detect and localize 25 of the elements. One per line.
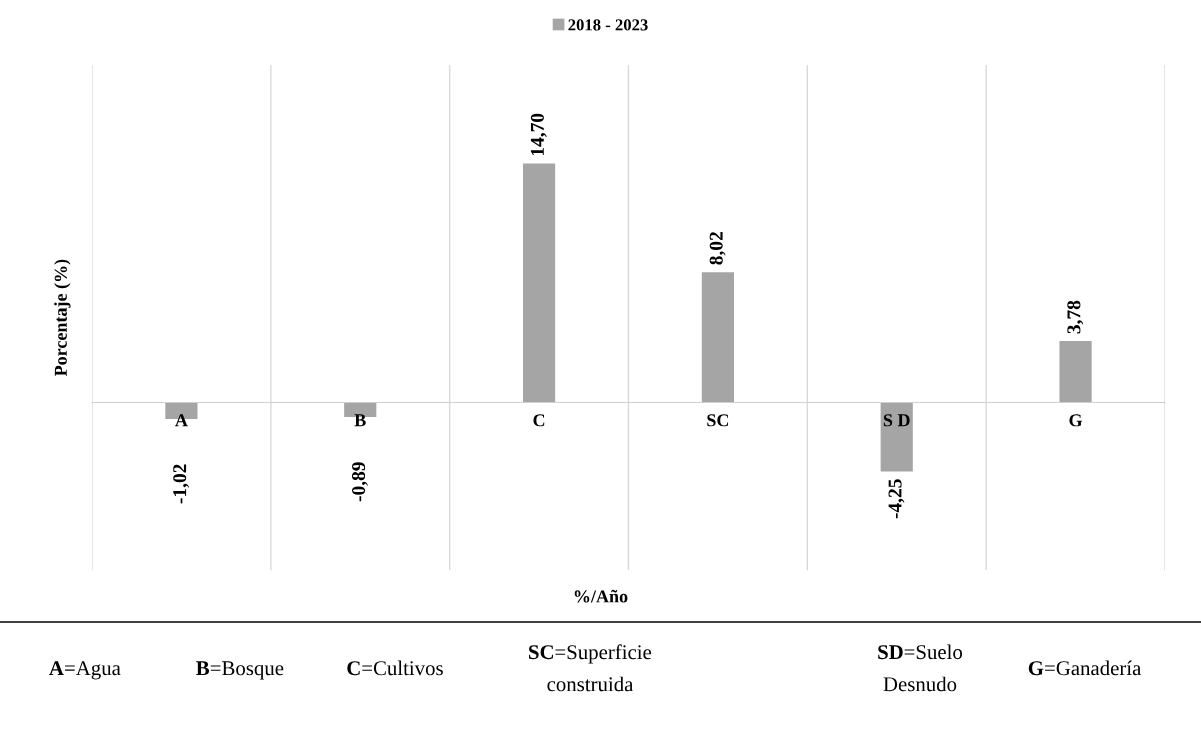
data-label: -4,25 [888,479,905,519]
text: SC=Superficie construida [529,644,652,692]
text: C=Cultivos [347,660,443,676]
bar [522,163,556,403]
text: A=Agua [49,661,121,680]
data-label: 8,02 [709,232,726,265]
text: B=Bosque [196,661,284,680]
x-tick-label: B [354,414,366,427]
x-tick-label: S D [883,414,910,427]
bar [880,402,913,472]
x-tick-label: SC [707,414,729,427]
text: SD=Suelo Desnudo [878,644,963,692]
text: %/Año [574,589,628,603]
data-label: 14,70 [530,113,547,156]
text: G=Ganadería [1028,660,1142,676]
bar [701,272,734,403]
data-label: 3,78 [1067,300,1084,334]
x-tick-label: G [1069,414,1083,427]
x-tick-label: C [533,414,545,427]
data-label: -1,02 [173,464,190,504]
data-label: -0,89 [351,462,368,502]
x-tick-label: A [175,414,188,427]
legend-label: 2018 - 2023 [568,19,648,31]
y-axis-title: Porcentaje (%) [54,259,71,377]
bar [1059,341,1092,403]
